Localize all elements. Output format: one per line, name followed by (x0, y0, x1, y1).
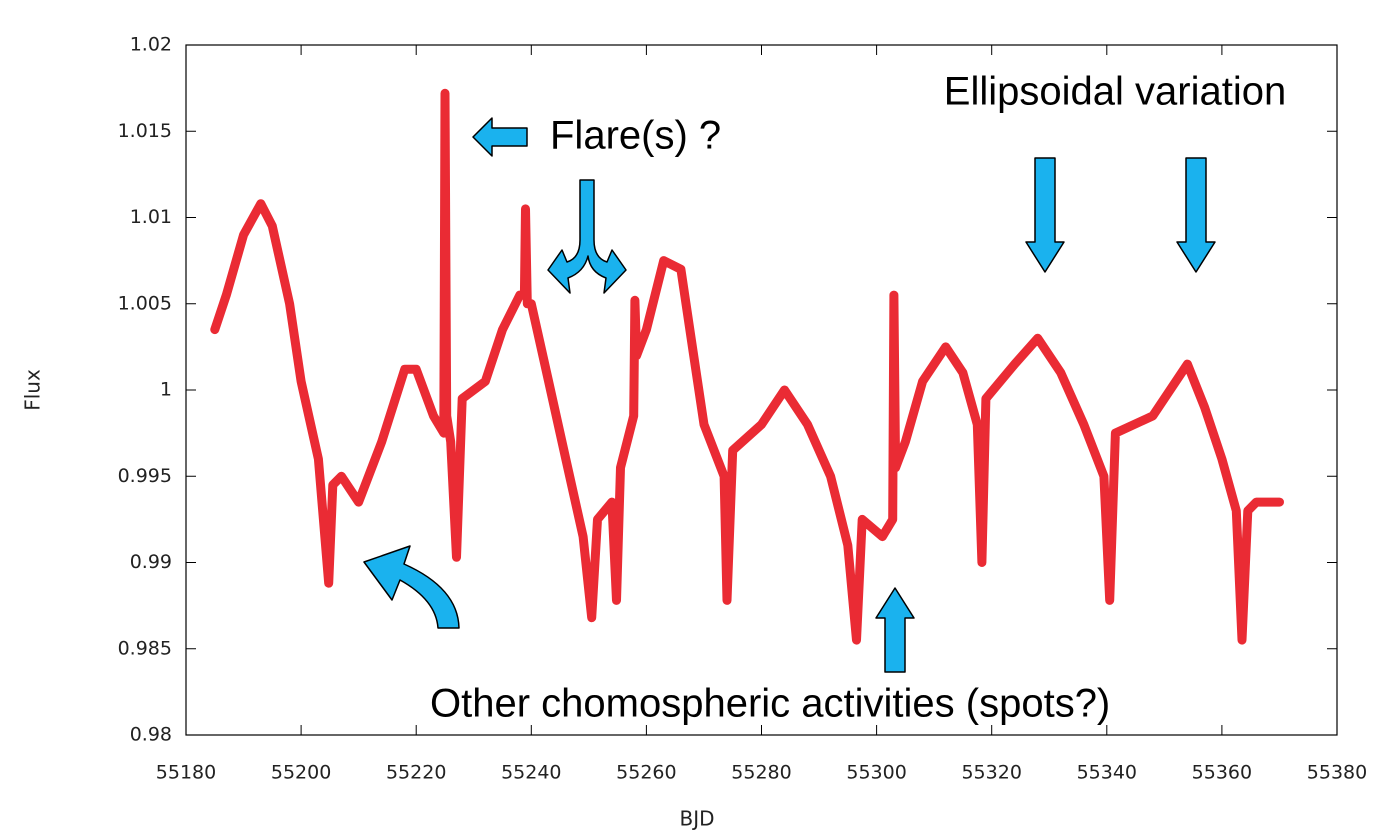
annotation: Ellipsoidal variation (944, 70, 1286, 114)
x-tick-label: 55220 (386, 762, 446, 784)
x-tick-label: 55300 (846, 762, 906, 784)
x-tick-label: 55320 (961, 762, 1021, 784)
x-tick-label: 55200 (271, 762, 331, 784)
y-tick-label: 0.98 (130, 724, 172, 746)
plot-frame (185, 44, 1338, 736)
y-tick-label: 1 (160, 379, 172, 401)
x-tick-label: 55360 (1192, 762, 1252, 784)
x-tick-label: 55380 (1307, 762, 1367, 784)
x-tick-label: 55280 (731, 762, 791, 784)
arrow-down (1025, 157, 1065, 273)
arrow-up (875, 587, 915, 673)
y-axis-title: Flux (21, 369, 45, 411)
y-tick-label: 1.01 (130, 206, 172, 228)
y-tick-label: 1.02 (130, 34, 172, 56)
arrow-down (1176, 157, 1216, 273)
y-tick-label: 1.015 (118, 120, 172, 142)
y-tick-label: 0.995 (118, 465, 172, 487)
x-tick-label: 55240 (501, 762, 561, 784)
annotation: Other chomospheric activities (spots?) (430, 682, 1110, 726)
annotation: Flare(s) ? (550, 114, 721, 158)
y-tick-label: 1.005 (118, 292, 172, 314)
x-tick-label: 55180 (156, 762, 216, 784)
arrow-fork (547, 179, 627, 294)
y-tick-label: 0.99 (130, 551, 172, 573)
series-line (210, 88, 1284, 645)
x-tick-label: 55340 (1077, 762, 1137, 784)
x-axis-title: BJD (679, 807, 714, 831)
x-tick-label: 55260 (616, 762, 676, 784)
y-tick-label: 0.985 (118, 637, 172, 659)
arrow-left (472, 117, 528, 157)
series-layer (210, 88, 1284, 645)
arrow-curved (363, 545, 460, 629)
